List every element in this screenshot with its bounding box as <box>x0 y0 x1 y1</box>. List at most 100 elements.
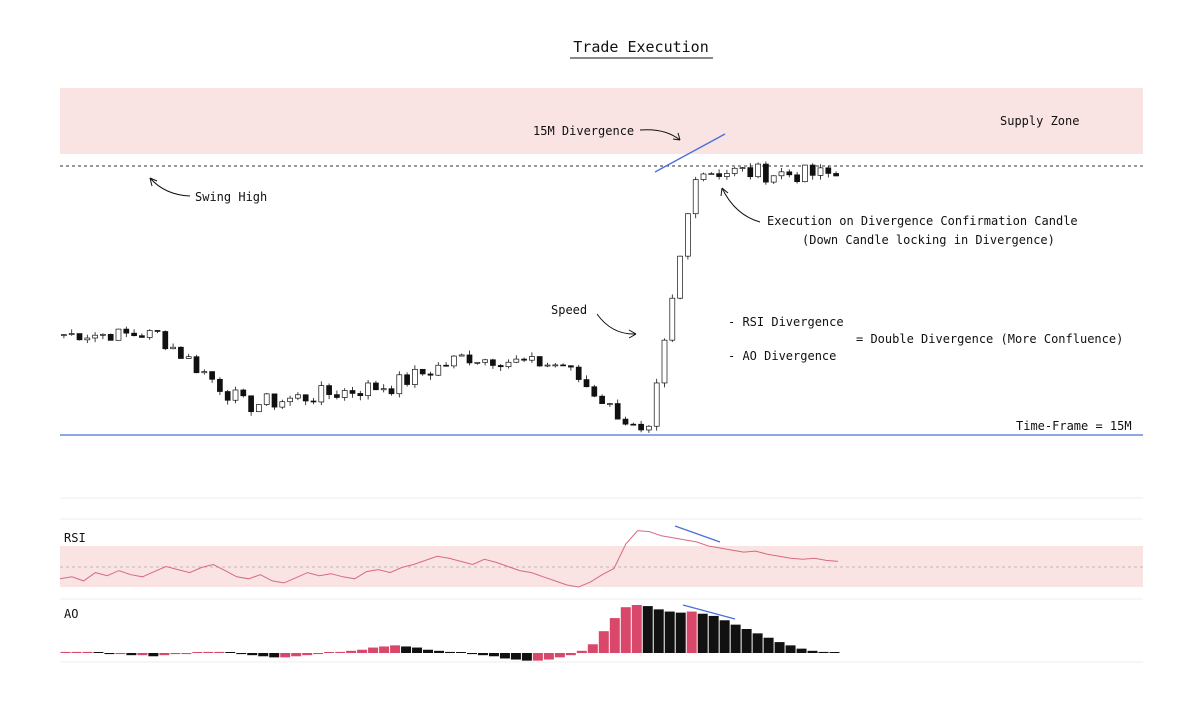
candle-body <box>178 346 184 359</box>
ao-bar <box>741 629 752 653</box>
candle-body <box>154 330 161 332</box>
ao-bar <box>686 611 697 653</box>
candle-body <box>217 378 223 392</box>
candle-body <box>497 365 504 368</box>
ao-bar <box>455 652 466 653</box>
divergence-arrow-head <box>672 132 681 141</box>
ao-bar <box>346 650 357 653</box>
ao-bar <box>510 653 521 660</box>
candle-body <box>802 164 808 183</box>
candle-body <box>521 358 527 361</box>
candle-body <box>419 368 426 375</box>
candle-body <box>201 371 208 374</box>
ao-bar <box>532 653 543 661</box>
candle-body <box>68 333 75 335</box>
candle-body <box>357 393 364 397</box>
candle-body <box>653 382 660 427</box>
candle-body <box>786 171 793 176</box>
ao-bar <box>565 653 576 656</box>
ao-divergence-line <box>682 604 736 620</box>
candle-body <box>661 339 668 384</box>
ao-bar <box>609 618 620 653</box>
ao-bar <box>423 649 434 653</box>
candle-body <box>708 173 715 175</box>
ao-bar <box>71 651 82 653</box>
ao-bar <box>225 652 236 653</box>
ao-bar <box>829 652 840 653</box>
ao-bar <box>576 650 587 653</box>
ao-bar <box>554 653 565 658</box>
candle-body <box>412 368 418 385</box>
candle-body <box>193 356 200 374</box>
candle-body <box>716 173 722 177</box>
ao-bar <box>466 653 477 655</box>
swing-high-arrow-head <box>149 177 158 187</box>
ao-bar <box>247 653 258 656</box>
candle-body <box>209 371 215 380</box>
candle-body <box>630 423 637 426</box>
divergence-arrow <box>639 129 681 141</box>
rsi-band <box>60 546 1143 587</box>
ao-bar <box>291 653 302 657</box>
candle-body <box>185 356 192 359</box>
speed-label: Speed <box>551 303 587 317</box>
execution-arrow <box>721 187 761 223</box>
candle-body <box>809 164 816 176</box>
timeframe-label: Time-Frame = 15M <box>1016 419 1132 433</box>
ao-bar <box>620 607 631 653</box>
candle-body <box>76 333 83 341</box>
ao-bar <box>324 652 335 653</box>
candle-body <box>451 355 457 367</box>
ao-bar <box>445 651 455 653</box>
candle-body <box>146 330 153 338</box>
candle-body <box>310 400 317 403</box>
ao-bar <box>774 642 785 653</box>
candle-body <box>763 163 769 183</box>
candle-body <box>318 385 325 403</box>
ao-bar <box>302 653 313 656</box>
ao-bar <box>390 645 401 653</box>
candle-body <box>61 334 67 336</box>
ao-bar <box>137 653 148 656</box>
candle-body <box>568 365 574 368</box>
ao-bar <box>675 612 686 653</box>
ao-bar <box>126 653 137 656</box>
candle-body <box>334 394 340 398</box>
rsi-divergence-label: - RSI Divergence <box>728 315 844 329</box>
supply-zone <box>60 88 1143 154</box>
candle-body <box>341 390 348 398</box>
candle-body <box>700 173 707 180</box>
price-divergence-line <box>654 133 726 173</box>
ao-bar <box>148 653 159 657</box>
candle-body <box>466 354 473 364</box>
ao-bar <box>785 645 796 653</box>
ao-bar <box>104 653 115 655</box>
ao-bar <box>807 650 818 653</box>
candle-body <box>435 364 442 376</box>
candle-body <box>349 390 356 394</box>
candle-body <box>170 346 176 350</box>
double-divergence-label: = Double Divergence (More Confluence) <box>856 332 1123 346</box>
candle-body <box>365 382 371 397</box>
candle-body <box>677 255 683 299</box>
candle-body <box>794 174 800 183</box>
ao-bar <box>269 653 280 658</box>
candle-body <box>271 393 278 408</box>
ao-divergence-label: - AO Divergence <box>728 349 836 363</box>
candle-body <box>770 175 777 183</box>
candle-body <box>513 358 520 363</box>
ao-bar <box>818 651 829 653</box>
ao-bar <box>412 647 423 653</box>
ao-bar <box>401 646 412 653</box>
candle-body <box>536 356 543 367</box>
ao-bar <box>477 653 488 656</box>
candle-body <box>380 388 387 391</box>
candle-body <box>107 333 114 341</box>
ao-bar <box>730 624 741 653</box>
ao-bar <box>192 652 203 653</box>
ao-bar <box>181 653 192 655</box>
candle-body <box>295 394 301 399</box>
candle-body <box>302 394 309 402</box>
ao-panel-label: AO <box>64 607 78 621</box>
